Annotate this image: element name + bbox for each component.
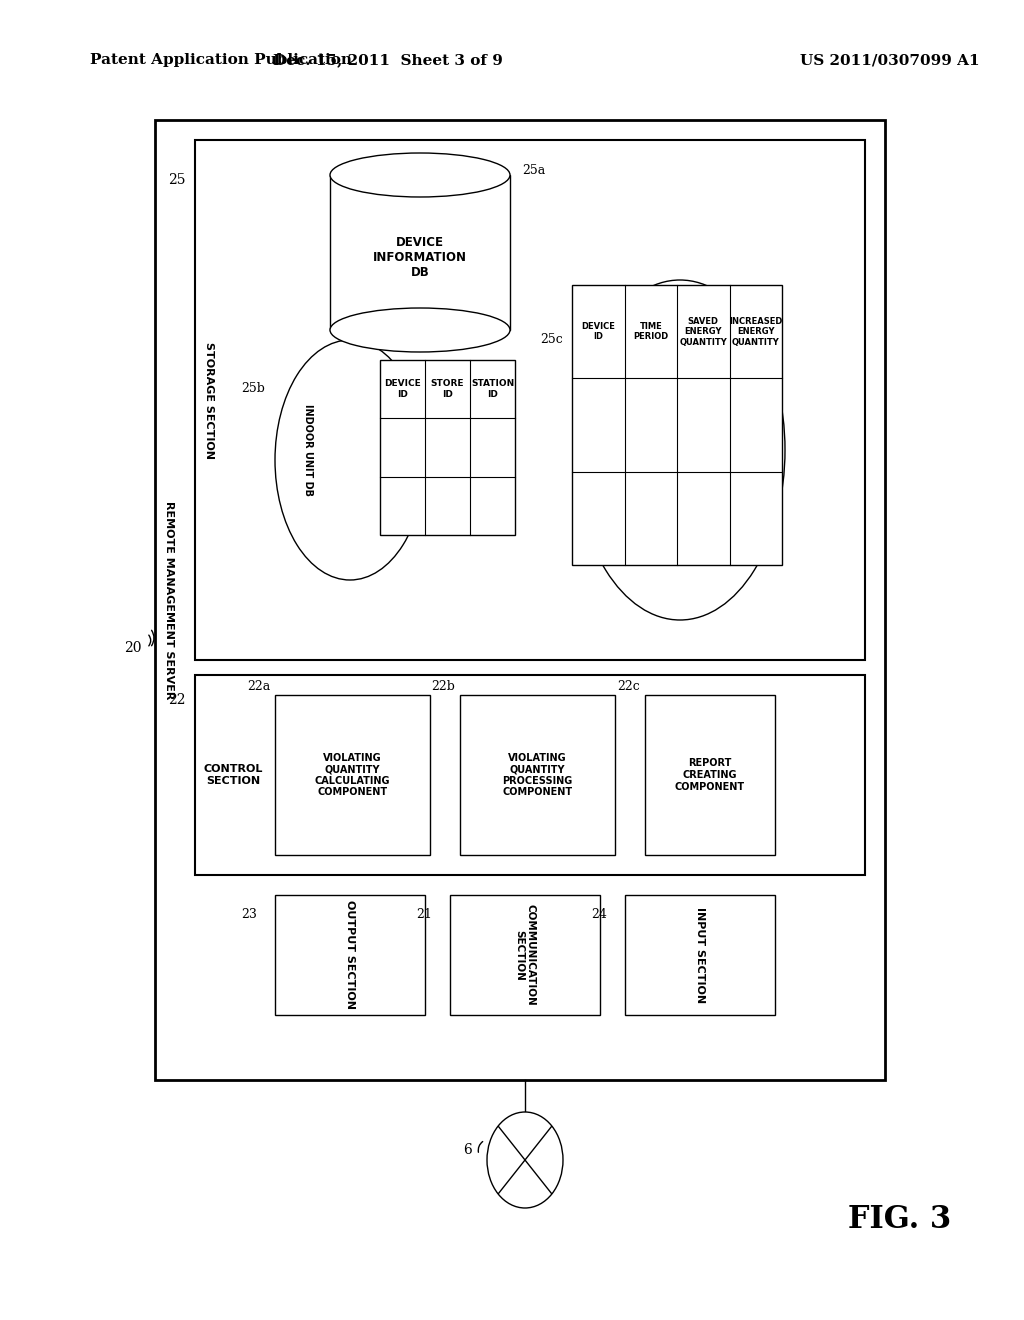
Text: 25: 25 xyxy=(168,173,185,187)
Text: OUTPUT SECTION: OUTPUT SECTION xyxy=(345,900,355,1010)
Ellipse shape xyxy=(275,341,425,579)
Bar xyxy=(625,895,775,1015)
Bar xyxy=(572,285,782,565)
Bar xyxy=(195,140,865,660)
Ellipse shape xyxy=(487,1111,563,1208)
Text: STORAGE SECTION: STORAGE SECTION xyxy=(204,342,214,458)
Text: 20: 20 xyxy=(124,642,141,655)
Text: VIOLATING
QUANTITY
CALCULATING
COMPONENT: VIOLATING QUANTITY CALCULATING COMPONENT xyxy=(314,752,390,797)
Text: CONTROL
SECTION: CONTROL SECTION xyxy=(204,764,263,785)
Bar xyxy=(275,696,430,855)
Text: COMMUNICATION
SECTION: COMMUNICATION SECTION xyxy=(514,904,536,1006)
Text: 23: 23 xyxy=(241,908,257,921)
Bar xyxy=(450,895,600,1015)
Text: 22a: 22a xyxy=(247,681,270,693)
Bar xyxy=(380,360,515,535)
Text: INDOOR UNIT DB: INDOOR UNIT DB xyxy=(303,404,313,496)
Ellipse shape xyxy=(575,280,785,620)
Text: TIME
PERIOD: TIME PERIOD xyxy=(633,322,669,342)
Bar xyxy=(330,176,510,330)
Text: 6: 6 xyxy=(463,1143,472,1158)
Text: 22: 22 xyxy=(168,693,185,708)
Text: VIOLATING
QUANTITY
PROCESSING
COMPONENT: VIOLATING QUANTITY PROCESSING COMPONENT xyxy=(503,752,572,797)
Text: STORE
ID: STORE ID xyxy=(431,379,464,399)
Text: FIG. 3: FIG. 3 xyxy=(848,1204,951,1236)
Ellipse shape xyxy=(330,153,510,197)
Text: DEVICE
ID: DEVICE ID xyxy=(582,322,615,342)
Text: INPUT SECTION: INPUT SECTION xyxy=(695,907,705,1003)
Ellipse shape xyxy=(330,308,510,352)
Bar xyxy=(645,696,775,855)
Bar xyxy=(460,696,615,855)
Text: 25a: 25a xyxy=(522,164,545,177)
Text: SAVED
ENERGY
QUANTITY: SAVED ENERGY QUANTITY xyxy=(679,317,727,347)
Text: 25c: 25c xyxy=(541,333,563,346)
Text: Dec. 15, 2011  Sheet 3 of 9: Dec. 15, 2011 Sheet 3 of 9 xyxy=(273,53,503,67)
Text: 22c: 22c xyxy=(617,681,640,693)
Bar xyxy=(195,675,865,875)
Bar xyxy=(275,895,425,1015)
Text: VIOLATING QUANTITY DB: VIOLATING QUANTITY DB xyxy=(670,392,680,528)
Text: STATION
ID: STATION ID xyxy=(471,379,514,399)
Bar xyxy=(155,120,885,1080)
Text: Patent Application Publication: Patent Application Publication xyxy=(90,53,352,67)
Text: 21: 21 xyxy=(416,908,432,921)
Text: DEVICE
INFORMATION
DB: DEVICE INFORMATION DB xyxy=(373,236,467,279)
Text: INCREASED
ENERGY
QUANTITY: INCREASED ENERGY QUANTITY xyxy=(729,317,782,347)
Text: US 2011/0307099 A1: US 2011/0307099 A1 xyxy=(800,53,980,67)
Text: REMOTE MANAGEMENT SERVER: REMOTE MANAGEMENT SERVER xyxy=(164,500,174,700)
Text: 25b: 25b xyxy=(241,381,265,395)
Text: 24: 24 xyxy=(591,908,607,921)
Text: REPORT
CREATING
COMPONENT: REPORT CREATING COMPONENT xyxy=(675,759,745,792)
Text: DEVICE
ID: DEVICE ID xyxy=(384,379,421,399)
Text: 22b: 22b xyxy=(431,681,455,693)
